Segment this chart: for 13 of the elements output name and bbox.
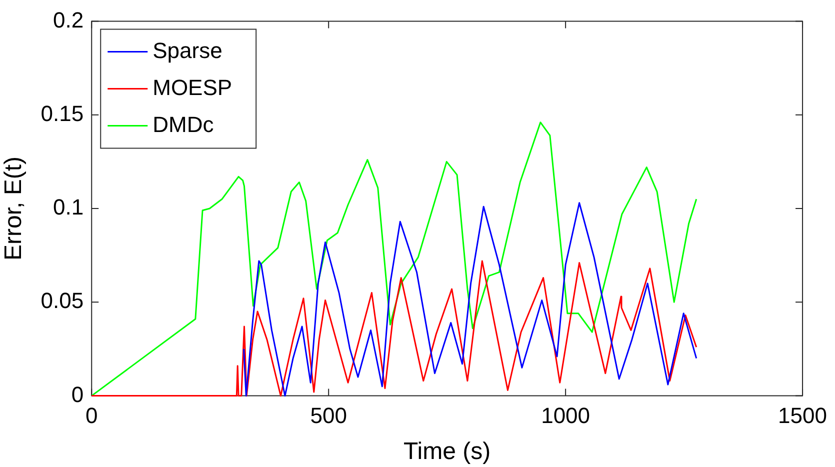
x-tick-label: 1000 — [541, 403, 590, 428]
y-tick-label: 0 — [71, 382, 84, 407]
x-tick-label: 1500 — [778, 403, 828, 428]
x-axis-title: Time (s) — [404, 438, 491, 466]
legend-label: MOESP — [152, 74, 232, 100]
y-axis-title: Error, E(t) — [0, 156, 28, 261]
legend-label: Sparse — [152, 38, 222, 63]
y-tick-label: 0.1 — [53, 194, 84, 220]
y-tick-label: 0.2 — [53, 7, 84, 32]
y-tick-label: 0.05 — [40, 288, 84, 314]
legend-label: DMDc — [152, 112, 214, 137]
y-tick-label: 0.15 — [40, 100, 84, 126]
x-tick-label: 500 — [310, 403, 347, 428]
